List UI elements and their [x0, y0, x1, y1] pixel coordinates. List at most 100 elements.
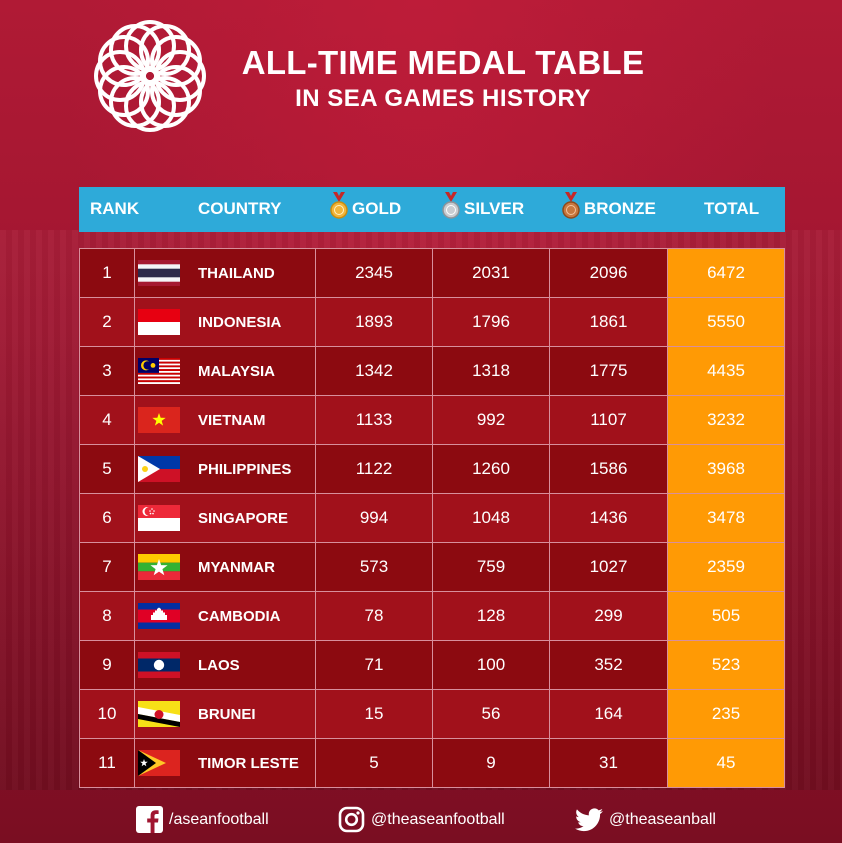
gold-medal-icon	[330, 191, 348, 219]
bronze-cell: 31	[549, 738, 668, 788]
bronze-cell: 1027	[549, 542, 668, 592]
country-name: LAOS	[198, 656, 240, 674]
silver-cell: 1318	[432, 346, 550, 396]
gold-cell: 5	[315, 738, 433, 788]
gold-cell: 1122	[315, 444, 433, 494]
sea-games-flower-logo	[94, 20, 206, 132]
brunei-flag	[138, 701, 180, 727]
country-name: CAMBODIA	[198, 607, 281, 625]
logo-petal	[109, 75, 161, 128]
rank-cell: 9	[79, 640, 135, 690]
gold-cell: 1133	[315, 395, 433, 445]
table-row: 6 SINGAPORE 994 1048 1436 3478	[79, 493, 785, 543]
rank-cell: 2	[79, 297, 135, 347]
gold-cell: 2345	[315, 248, 433, 298]
vietnam-flag	[138, 407, 180, 433]
total-cell: 505	[667, 591, 785, 641]
table-row: 1 THAILAND 2345 2031 2096 6472	[79, 248, 785, 298]
rank-cell: 3	[79, 346, 135, 396]
footer-facebook[interactable]: /aseanfootball	[136, 804, 269, 836]
rank-cell: 10	[79, 689, 135, 739]
philippines-flag	[138, 456, 180, 482]
country-cell: SINGAPORE	[134, 493, 316, 543]
table-header: RANK COUNTRY GOLD SILVER BRONZE TOTAL	[79, 187, 785, 232]
footer-twitter[interactable]: @theaseanball	[575, 804, 716, 836]
column-header-total: TOTAL	[704, 199, 760, 218]
country-cell: TIMOR LESTE	[134, 738, 316, 788]
bronze-cell: 2096	[549, 248, 668, 298]
gold-cell: 1893	[315, 297, 433, 347]
country-cell: THAILAND	[134, 248, 316, 298]
gold-cell: 71	[315, 640, 433, 690]
bronze-cell: 352	[549, 640, 668, 690]
indonesia-flag	[138, 309, 180, 335]
table-row: 10 BRUNEI 15 56 164 235	[79, 689, 785, 739]
bronze-cell: 1861	[549, 297, 668, 347]
total-cell: 235	[667, 689, 785, 739]
country-name: VIETNAM	[198, 411, 266, 429]
country-name: MYANMAR	[198, 558, 275, 576]
malaysia-flag	[138, 358, 180, 384]
country-name: TIMOR LESTE	[198, 754, 299, 772]
instagram-handle: @theaseanfootball	[371, 811, 505, 828]
total-cell: 523	[667, 640, 785, 690]
facebook-handle: /aseanfootball	[169, 811, 269, 828]
logo-petal	[98, 35, 151, 87]
total-cell: 45	[667, 738, 785, 788]
bronze-medal-icon	[562, 191, 580, 219]
country-name: MALAYSIA	[198, 362, 275, 380]
rank-cell: 1	[79, 248, 135, 298]
cambodia-flag	[138, 603, 180, 629]
silver-cell: 100	[432, 640, 550, 690]
table-row: 4 VIETNAM 1133 992 1107 3232	[79, 395, 785, 445]
twitter-handle: @theaseanball	[609, 811, 716, 828]
gold-label: GOLD	[352, 199, 402, 218]
gold-cell: 573	[315, 542, 433, 592]
gold-cell: 1342	[315, 346, 433, 396]
country-name: BRUNEI	[198, 705, 256, 723]
rank-cell: 5	[79, 444, 135, 494]
silver-cell: 9	[432, 738, 550, 788]
silver-label: SILVER	[464, 199, 525, 218]
instagram-icon	[338, 806, 365, 833]
medal-table: 1 THAILAND 2345 2031 2096 6472 2 INDONESIA 1893 1…	[79, 248, 785, 788]
total-cell: 3232	[667, 395, 785, 445]
bronze-cell: 1586	[549, 444, 668, 494]
page-title: ALL-TIME MEDAL TABLE	[241, 44, 645, 81]
country-name: SINGAPORE	[198, 509, 289, 527]
rank-cell: 4	[79, 395, 135, 445]
bronze-cell: 299	[549, 591, 668, 641]
country-cell: MALAYSIA	[134, 346, 316, 396]
country-cell: INDONESIA	[134, 297, 316, 347]
total-cell: 2359	[667, 542, 785, 592]
twitter-icon	[575, 808, 603, 831]
country-cell: MYANMAR	[134, 542, 316, 592]
silver-cell: 128	[432, 591, 550, 641]
column-header-country: COUNTRY	[198, 199, 282, 218]
gold-cell: 78	[315, 591, 433, 641]
silver-cell: 1796	[432, 297, 550, 347]
bronze-cell: 164	[549, 689, 668, 739]
footer-instagram[interactable]: @theaseanfootball	[338, 804, 505, 836]
total-cell: 6472	[667, 248, 785, 298]
logo-petal	[149, 35, 202, 87]
timor-leste-flag	[138, 750, 180, 776]
total-cell: 3968	[667, 444, 785, 494]
facebook-icon	[136, 806, 163, 834]
bronze-cell: 1775	[549, 346, 668, 396]
bronze-cell: 1107	[549, 395, 668, 445]
country-cell: CAMBODIA	[134, 591, 316, 641]
country-name: THAILAND	[198, 264, 275, 282]
rank-cell: 7	[79, 542, 135, 592]
page-subtitle: IN SEA GAMES HISTORY	[295, 85, 591, 112]
logo-petal	[149, 65, 202, 117]
column-header-silver: SILVER	[441, 187, 524, 232]
silver-cell: 1048	[432, 493, 550, 543]
table-row: 3 MALAYSIA 1342 1318 1775 4435	[79, 346, 785, 396]
table-row: 2 INDONESIA 1893 1796 1861 5550	[79, 297, 785, 347]
silver-cell: 1260	[432, 444, 550, 494]
country-name: INDONESIA	[198, 313, 282, 331]
silver-cell: 759	[432, 542, 550, 592]
country-cell: VIETNAM	[134, 395, 316, 445]
column-header-bronze: BRONZE	[561, 187, 656, 232]
